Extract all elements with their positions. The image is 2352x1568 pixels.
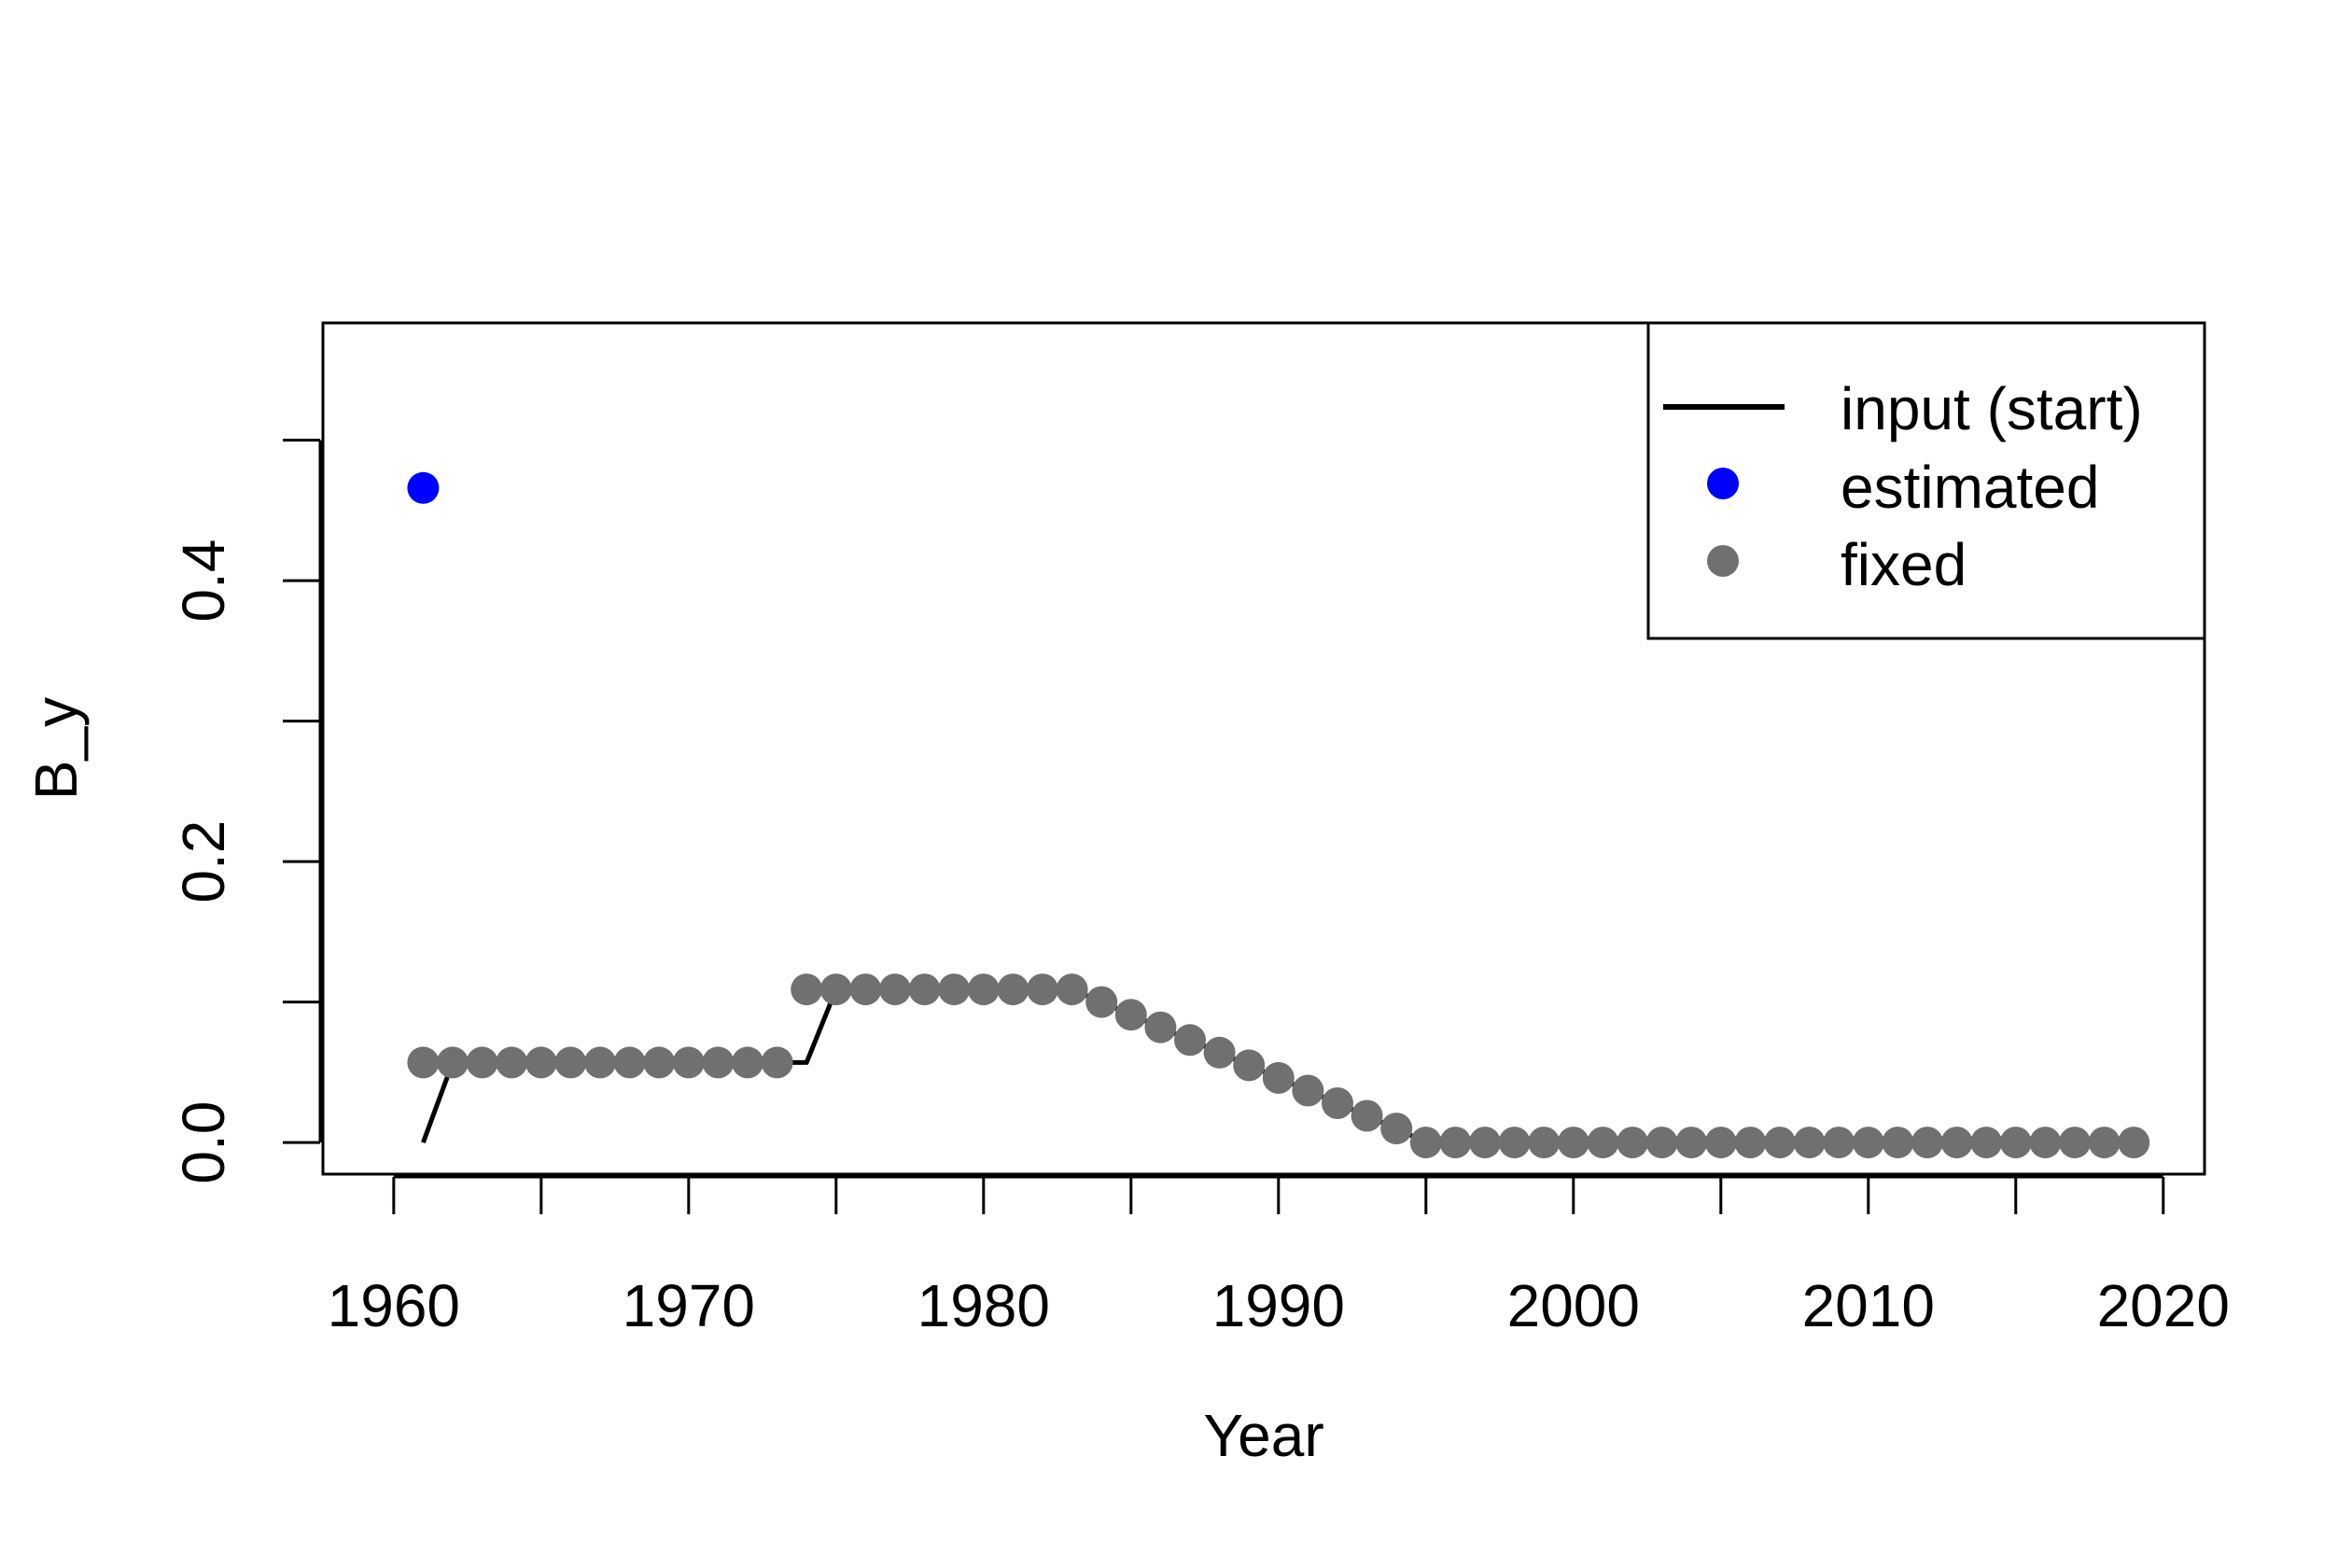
y-axis-title: B_y bbox=[22, 697, 90, 800]
point-fixed-2008 bbox=[1793, 1127, 1826, 1159]
point-fixed-2007 bbox=[1764, 1127, 1796, 1159]
point-fixed-2004 bbox=[1675, 1127, 1708, 1159]
point-fixed-1988 bbox=[1203, 1036, 1236, 1069]
point-fixed-2003 bbox=[1645, 1127, 1678, 1159]
point-fixed-2006 bbox=[1734, 1127, 1767, 1159]
legend-label-input-start: input (start) bbox=[1841, 375, 2143, 442]
point-fixed-2019 bbox=[2118, 1127, 2150, 1159]
legend-label-estimated: estimated bbox=[1841, 454, 2099, 521]
x-axis-title: Year bbox=[1203, 1402, 1323, 1469]
point-fixed-2015 bbox=[1999, 1127, 2032, 1159]
point-fixed-1962 bbox=[437, 1046, 469, 1079]
point-fixed-1999 bbox=[1528, 1127, 1561, 1159]
point-fixed-1974 bbox=[791, 973, 823, 1006]
point-fixed-1979 bbox=[938, 973, 971, 1006]
point-fixed-1961 bbox=[407, 1046, 440, 1079]
point-fixed-1977 bbox=[879, 973, 911, 1006]
point-fixed-1987 bbox=[1174, 1024, 1206, 1057]
point-fixed-1997 bbox=[1469, 1127, 1501, 1159]
legend-key-estimated bbox=[1707, 468, 1739, 499]
point-fixed-2014 bbox=[1970, 1127, 2003, 1159]
x-tick-label-1980: 1980 bbox=[917, 1272, 1050, 1339]
x-tick-label-2010: 2010 bbox=[1802, 1272, 1935, 1339]
point-fixed-1971 bbox=[702, 1046, 735, 1079]
point-fixed-2009 bbox=[1823, 1127, 1855, 1159]
point-fixed-1981 bbox=[997, 973, 1029, 1006]
y-tick-label-0-0: 0.0 bbox=[170, 1101, 237, 1184]
x-tick-label-1960: 1960 bbox=[328, 1272, 460, 1339]
point-fixed-2016 bbox=[2029, 1127, 2062, 1159]
point-fixed-1986 bbox=[1144, 1011, 1177, 1043]
x-axis: 1960 1970 1980 1990 2000 2010 2020 bbox=[328, 1175, 2230, 1339]
point-fixed-1972 bbox=[732, 1046, 763, 1079]
point-fixed-2012 bbox=[1911, 1127, 1943, 1159]
x-tick-label-2000: 2000 bbox=[1507, 1272, 1640, 1339]
point-fixed-1985 bbox=[1114, 999, 1147, 1031]
point-fixed-2002 bbox=[1617, 1127, 1648, 1159]
x-tick-label-1990: 1990 bbox=[1212, 1272, 1345, 1339]
point-estimated-1961 bbox=[407, 471, 440, 504]
point-fixed-2005 bbox=[1704, 1127, 1737, 1159]
point-fixed-1969 bbox=[643, 1046, 676, 1079]
point-fixed-2001 bbox=[1587, 1127, 1619, 1159]
plot-area bbox=[407, 471, 2150, 1159]
point-fixed-1965 bbox=[525, 1046, 557, 1079]
y-tick-label-0-2: 0.2 bbox=[170, 820, 237, 903]
point-fixed-2013 bbox=[1940, 1127, 1973, 1159]
x-tick-label-2020: 2020 bbox=[2097, 1272, 2230, 1339]
point-fixed-1984 bbox=[1085, 986, 1118, 1018]
y-tick-label-0-4: 0.4 bbox=[170, 539, 237, 623]
legend: input (start) estimated fixed bbox=[1646, 321, 2206, 640]
point-fixed-1973 bbox=[761, 1046, 793, 1079]
point-fixed-1991 bbox=[1292, 1074, 1324, 1107]
point-fixed-1993 bbox=[1351, 1099, 1383, 1132]
point-fixed-1970 bbox=[672, 1046, 705, 1079]
legend-key-fixed bbox=[1707, 545, 1739, 577]
point-fixed-1998 bbox=[1498, 1127, 1531, 1159]
point-fixed-1994 bbox=[1380, 1113, 1413, 1145]
point-fixed-1968 bbox=[613, 1046, 646, 1079]
point-fixed-1967 bbox=[584, 1046, 616, 1079]
legend-label-fixed: fixed bbox=[1841, 531, 1967, 598]
point-fixed-1983 bbox=[1056, 973, 1088, 1006]
point-fixed-1975 bbox=[819, 973, 852, 1006]
point-fixed-1990 bbox=[1262, 1061, 1295, 1094]
point-fixed-1992 bbox=[1322, 1087, 1353, 1119]
point-fixed-1978 bbox=[908, 973, 941, 1006]
point-fixed-2018 bbox=[2088, 1127, 2121, 1159]
point-fixed-1980 bbox=[967, 973, 1000, 1006]
x-tick-label-1970: 1970 bbox=[623, 1272, 755, 1339]
point-fixed-1989 bbox=[1233, 1049, 1266, 1082]
point-fixed-2011 bbox=[1882, 1127, 1914, 1159]
y-axis: 0.0 0.2 0.4 bbox=[170, 439, 322, 1184]
point-fixed-1966 bbox=[554, 1046, 587, 1079]
point-fixed-1976 bbox=[849, 973, 882, 1006]
point-fixed-2010 bbox=[1852, 1127, 1884, 1159]
point-fixed-2017 bbox=[2059, 1127, 2091, 1159]
point-fixed-1996 bbox=[1439, 1127, 1472, 1159]
point-fixed-2000 bbox=[1557, 1127, 1589, 1159]
point-fixed-1963 bbox=[466, 1046, 498, 1079]
legend-box bbox=[1646, 321, 2206, 640]
point-fixed-1982 bbox=[1027, 973, 1058, 1006]
plot-frame bbox=[321, 321, 2206, 1176]
point-fixed-1964 bbox=[496, 1046, 528, 1079]
point-fixed-1995 bbox=[1409, 1127, 1442, 1159]
